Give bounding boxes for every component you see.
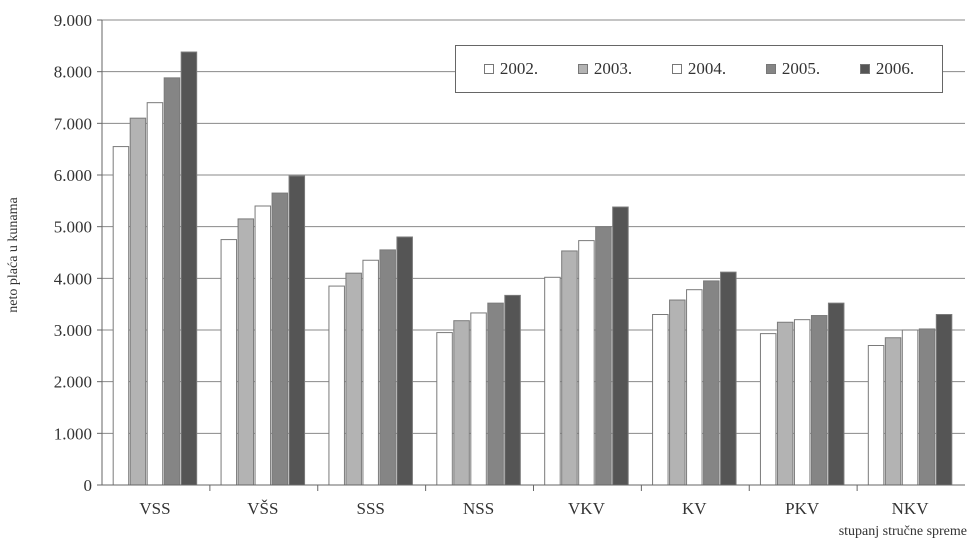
bar — [612, 206, 629, 486]
bar — [720, 271, 737, 486]
x-tick-label: VSS — [139, 499, 170, 518]
y-tick-label: 7.000 — [54, 114, 92, 133]
bar — [669, 299, 686, 486]
y-tick-label: 2.000 — [54, 373, 92, 392]
legend-swatch — [859, 64, 870, 74]
bar — [254, 205, 272, 486]
bar — [578, 240, 595, 486]
y-tick-label: 3.000 — [54, 321, 92, 340]
bar — [652, 314, 669, 486]
bar — [436, 332, 453, 486]
legend-label: 2003. — [593, 59, 633, 78]
x-axis-ticks: VSS VŠS SSS NSS VKV KV PKV NKV — [139, 485, 929, 518]
x-tick-label: NSS — [463, 499, 494, 518]
bar — [686, 289, 703, 486]
y-tick-label: 1.000 — [54, 424, 92, 443]
bar — [901, 329, 919, 486]
x-axis-title: stupanj stručne spreme — [838, 524, 967, 539]
y-axis-title: neto plaća u kunama — [6, 197, 21, 313]
bar — [544, 276, 561, 486]
x-tick-label: NKV — [892, 499, 930, 518]
legend-label: 2006. — [875, 59, 915, 78]
bar — [793, 319, 811, 486]
y-tick-label: 5.000 — [54, 218, 92, 237]
bar — [867, 345, 885, 486]
bars — [112, 51, 953, 486]
bar — [345, 272, 362, 486]
legend-item: 2002. — [483, 59, 539, 79]
legend-item: 2006. — [859, 59, 915, 79]
bar — [759, 333, 777, 486]
legend-label: 2004. — [687, 59, 727, 78]
bar — [504, 294, 521, 486]
bar — [362, 259, 379, 486]
bar — [146, 102, 164, 486]
x-tick-label: SSS — [357, 499, 385, 518]
y-axis-ticks: 0 1.000 2.000 3.000 4.000 5.000 6.000 7.000 8.00… — [54, 11, 102, 495]
bar — [810, 315, 828, 486]
legend-label: 2005. — [781, 59, 821, 78]
bar — [220, 239, 238, 486]
legend-swatch — [483, 64, 494, 74]
bar — [827, 302, 845, 486]
bar — [703, 280, 720, 486]
legend-swatch — [671, 64, 682, 74]
bar — [884, 337, 902, 486]
x-tick-label: VKV — [568, 499, 606, 518]
legend-item: 2005. — [765, 59, 821, 79]
y-tick-label: 8.000 — [54, 63, 92, 82]
y-tick-label: 4.000 — [54, 269, 92, 288]
legend: 2002. 2003. 2004. 2005. 2006. — [455, 45, 943, 93]
y-tick-label: 6.000 — [54, 166, 92, 185]
bar — [129, 117, 147, 486]
bar — [328, 285, 345, 486]
bar — [487, 302, 504, 486]
bar — [288, 175, 306, 486]
bar — [271, 192, 289, 486]
bar — [595, 226, 612, 486]
legend-label: 2002. — [499, 59, 539, 78]
bar — [935, 314, 953, 486]
legend-item: 2003. — [577, 59, 633, 79]
bar — [470, 312, 487, 486]
bar — [379, 249, 396, 486]
bar — [561, 250, 578, 486]
bar — [180, 51, 198, 486]
bar — [237, 218, 255, 486]
x-tick-label: PKV — [785, 499, 820, 518]
y-tick-label: 9.000 — [54, 11, 92, 30]
legend-swatch — [765, 64, 776, 74]
legend-swatch — [577, 64, 588, 74]
x-tick-label: VŠS — [247, 499, 278, 518]
y-tick-label: 0 — [84, 476, 93, 495]
bar — [163, 77, 181, 486]
bar — [112, 146, 130, 486]
bar — [918, 328, 936, 486]
legend-item: 2004. — [671, 59, 727, 79]
x-tick-label: KV — [682, 499, 707, 518]
bar — [453, 320, 470, 486]
bar — [396, 236, 413, 486]
y-axis-title-wrap: neto plaća u kunama — [4, 90, 24, 420]
bar — [776, 321, 794, 486]
